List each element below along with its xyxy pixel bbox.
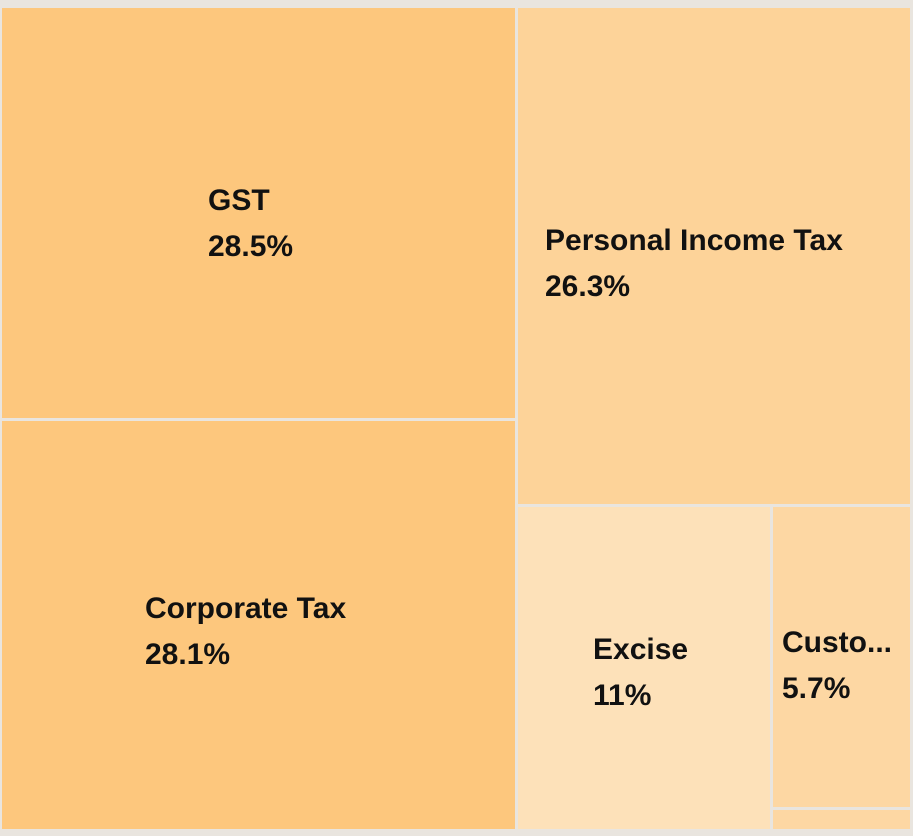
cell-name: Custo... <box>782 626 892 659</box>
treemap-cell-customs[interactable]: Custo... 5.7% <box>773 507 910 807</box>
treemap-cell-excise[interactable]: Excise 11% <box>518 507 770 829</box>
cell-name: Personal Income Tax <box>545 224 843 257</box>
cell-name: Excise <box>593 633 689 666</box>
cell-label-corporate-tax: Corporate Tax 28.1% <box>145 586 346 678</box>
cell-label-customs: Custo... 5.7% <box>782 620 892 712</box>
cell-name: GST <box>208 184 270 217</box>
cell-label-gst: GST 28.5% <box>208 178 293 270</box>
treemap-cell-gst[interactable]: GST 28.5% <box>2 8 515 418</box>
cell-name: Corporate Tax <box>145 592 347 625</box>
treemap-cell-other[interactable] <box>773 810 910 829</box>
treemap-cell-personal-income-tax[interactable]: Personal Income Tax 26.3% <box>518 8 910 504</box>
cell-value: 28.5% <box>208 230 294 263</box>
cell-value: 5.7% <box>782 672 851 705</box>
cell-value: 11% <box>593 679 652 712</box>
cell-label-excise: Excise 11% <box>593 627 688 719</box>
treemap-cell-corporate-tax[interactable]: Corporate Tax 28.1% <box>2 421 515 829</box>
cell-value: 26.3% <box>545 270 631 303</box>
cell-value: 28.1% <box>145 638 231 671</box>
cell-label-personal-income-tax: Personal Income Tax 26.3% <box>545 218 843 310</box>
